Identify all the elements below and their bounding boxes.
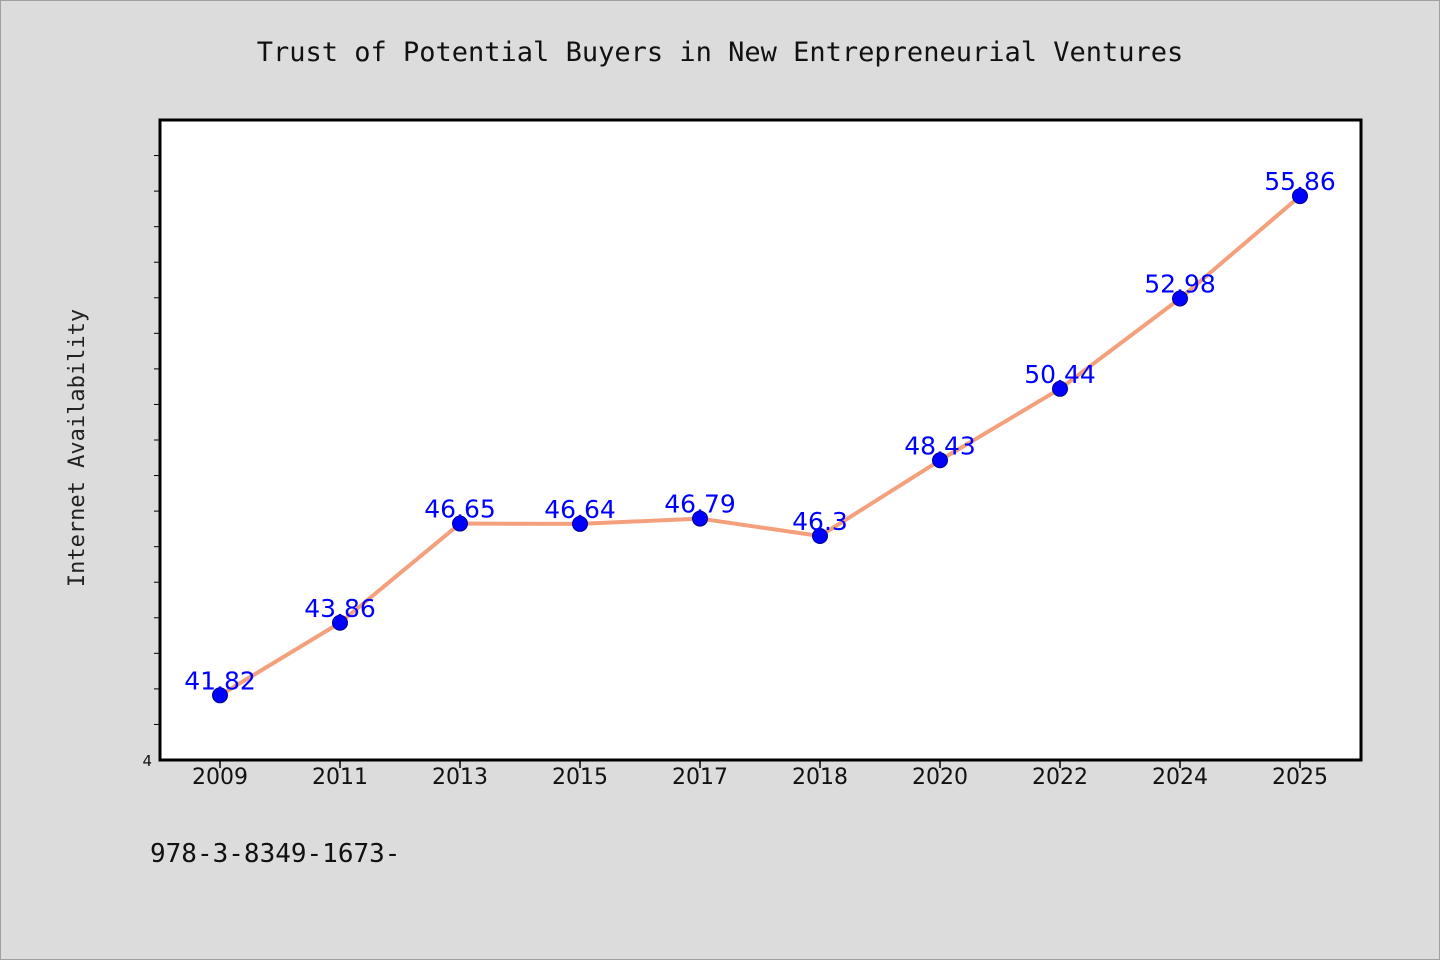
plot-area xyxy=(158,118,1363,762)
x-tick-label: 2024 xyxy=(1152,765,1208,790)
data-label: 41.82 xyxy=(184,666,256,695)
data-point-marker xyxy=(812,528,828,544)
data-point-marker xyxy=(1292,188,1308,205)
data-labels: 41.82 43.86 46.65 46.64 46.79 46.3 48.43 50.44 5… xyxy=(184,167,1336,695)
data-point-marker xyxy=(212,687,228,704)
x-tick-label: 2015 xyxy=(552,765,608,790)
y-axis-ticks xyxy=(154,155,160,725)
data-point-marker xyxy=(572,515,588,532)
y-axis-min-tick-label: 4 xyxy=(142,752,152,770)
footer-isbn: 978-3-8349-1673- xyxy=(150,839,400,869)
data-point-marker xyxy=(332,614,348,631)
data-label: 46.65 xyxy=(424,495,496,524)
data-label: 52.98 xyxy=(1144,269,1216,298)
data-label: 50.44 xyxy=(1024,360,1096,389)
x-tick-label: 2017 xyxy=(672,765,728,790)
x-tick-label: 2025 xyxy=(1272,765,1328,790)
data-label: 46.64 xyxy=(544,495,616,524)
data-point-marker xyxy=(452,515,468,532)
data-point-marker xyxy=(692,510,708,527)
x-tick-label: 2022 xyxy=(1032,765,1088,790)
x-tick-label: 2018 xyxy=(792,765,848,790)
data-point-marker xyxy=(1052,380,1068,397)
x-tick-label: 2020 xyxy=(912,765,968,790)
series-line xyxy=(218,194,1302,698)
y-axis-label: Internet Availability xyxy=(65,309,90,587)
x-tick-label: 2011 xyxy=(312,765,368,790)
data-label: 48.43 xyxy=(904,431,976,460)
data-label: 46.3 xyxy=(792,507,848,536)
series-markers xyxy=(212,188,1308,704)
data-point-marker xyxy=(932,452,948,469)
x-axis-ticks: 2009 2011 2013 2015 2017 2018 2020 2022 2024 2025 xyxy=(192,760,1328,790)
data-label: 55.86 xyxy=(1264,167,1336,196)
chart-title: Trust of Potential Buyers in New Entrepr… xyxy=(257,37,1184,68)
data-label: 43.86 xyxy=(304,594,376,623)
data-label: 46.79 xyxy=(664,490,736,519)
data-point-marker xyxy=(1172,290,1188,307)
x-tick-label: 2009 xyxy=(192,765,248,790)
x-tick-label: 2013 xyxy=(432,765,488,790)
